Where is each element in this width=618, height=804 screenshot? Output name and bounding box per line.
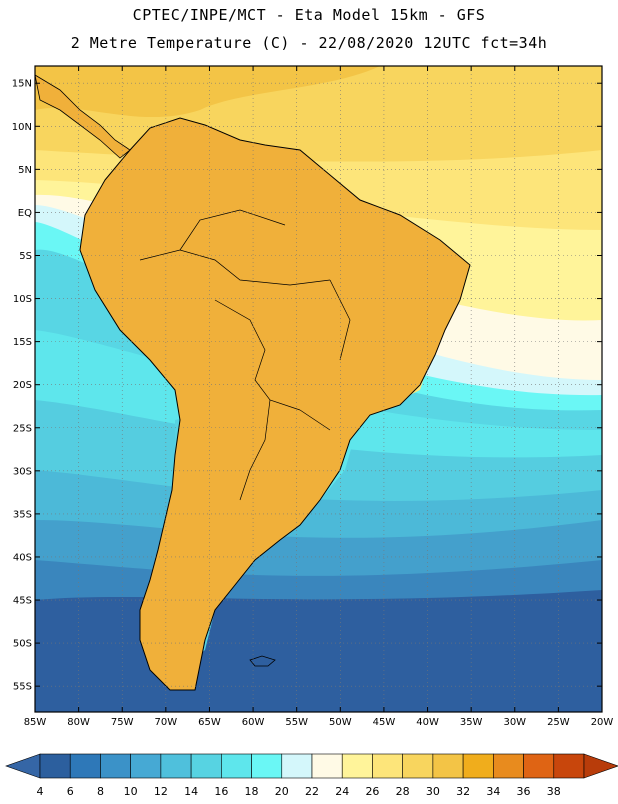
colorbar-label: 16 [214,785,228,798]
lat-tick-label: 5N [18,165,32,176]
colorbar-swatch [281,753,313,779]
colorbar-label: 22 [305,785,319,798]
lon-tick-label: 25W [547,717,570,728]
lon-tick-label: 20W [591,717,614,728]
colorbar-swatch [402,753,434,779]
lon-tick-label: 70W [155,717,178,728]
colorbar-swatch [100,753,131,779]
lat-tick-label: 15N [12,79,32,90]
lon-tick-label: 30W [503,717,526,728]
colorbar-label: 14 [184,785,198,798]
colorbar-label: 32 [456,785,470,798]
lat-tick-label: 20S [13,380,32,391]
temperature-colorbar: 4 6 8 10 12 14 16 18 20 22 24 26 28 30 32 34 36 38 [5,753,618,798]
colorbar-label: 38 [547,785,561,798]
falkland-islands [249,655,276,667]
lon-tick-label: 35W [460,717,483,728]
map-title-line1: CPTEC/INPE/MCT - Eta Model 15km - GFS [132,6,486,24]
map-title-line2: 2 Metre Temperature (C) - 22/08/2020 12U… [70,34,548,52]
colorbar-swatch [39,753,71,779]
colorbar-swatch [341,753,373,779]
colorbar-label: 8 [97,785,104,798]
lon-tick-label: 80W [67,717,90,728]
colorbar-label: 12 [154,785,168,798]
colorbar-label: 20 [275,785,289,798]
colorbar-swatch [251,753,283,779]
lon-tick-label: 50W [329,717,352,728]
lat-tick-label: 30S [13,466,32,477]
colorbar-swatch [523,753,555,779]
colorbar-label: 34 [486,785,500,798]
temperature-field [35,66,602,712]
colorbar-swatch [432,753,464,779]
colorbar-label: 26 [365,785,379,798]
colorbar-label: 4 [37,785,44,798]
colorbar-label: 24 [335,785,349,798]
lon-tick-label: 40W [416,717,439,728]
lat-tick-label: EQ [18,208,32,219]
lat-tick-label: 40S [13,552,32,563]
colorbar-swatch [190,753,222,779]
colorbar-swatch [130,753,162,779]
axis-ticks: 15N 10N 5N EQ 5S 10S 15S 20S 25S 30S 35S 40S 45S 50S 5… [12,66,614,728]
lon-tick-label: 55W [285,717,308,728]
lat-tick-label: 10N [12,122,32,133]
lon-tick-label: 85W [24,717,47,728]
colorbar-swatch [493,753,524,779]
lat-tick-label: 25S [13,423,32,434]
colorbar-label: 36 [517,785,531,798]
colorbar-label: 30 [426,785,440,798]
lat-tick-label: 15S [13,337,32,348]
lat-tick-label: 10S [13,294,32,305]
colorbar-swatch [69,753,101,779]
colorbar-swatch [372,753,403,779]
country-borders [139,209,351,501]
lon-tick-label: 45W [373,717,396,728]
colorbar-swatch [553,753,585,779]
colorbar-swatch [221,753,252,779]
colorbar-label: 28 [396,785,410,798]
lat-tick-label: 5S [19,251,32,262]
lat-lon-grid [35,66,602,712]
central-america-landmass [35,74,131,159]
lat-tick-label: 35S [13,509,32,520]
lat-tick-label: 55S [13,682,32,693]
lon-tick-label: 65W [198,717,221,728]
lon-tick-label: 75W [111,717,134,728]
lat-tick-label: 45S [13,596,32,607]
colorbar-label: 6 [67,785,74,798]
colorbar-high-arrow [583,753,618,779]
colorbar-low-arrow [5,753,41,779]
lon-tick-label: 60W [242,717,265,728]
colorbar-label: 18 [245,785,259,798]
colorbar-swatch [311,753,343,779]
map-frame [34,65,603,713]
colorbar-swatch [462,753,494,779]
colorbar-swatch [160,753,192,779]
lat-tick-label: 50S [13,639,32,650]
colorbar-label: 10 [124,785,138,798]
